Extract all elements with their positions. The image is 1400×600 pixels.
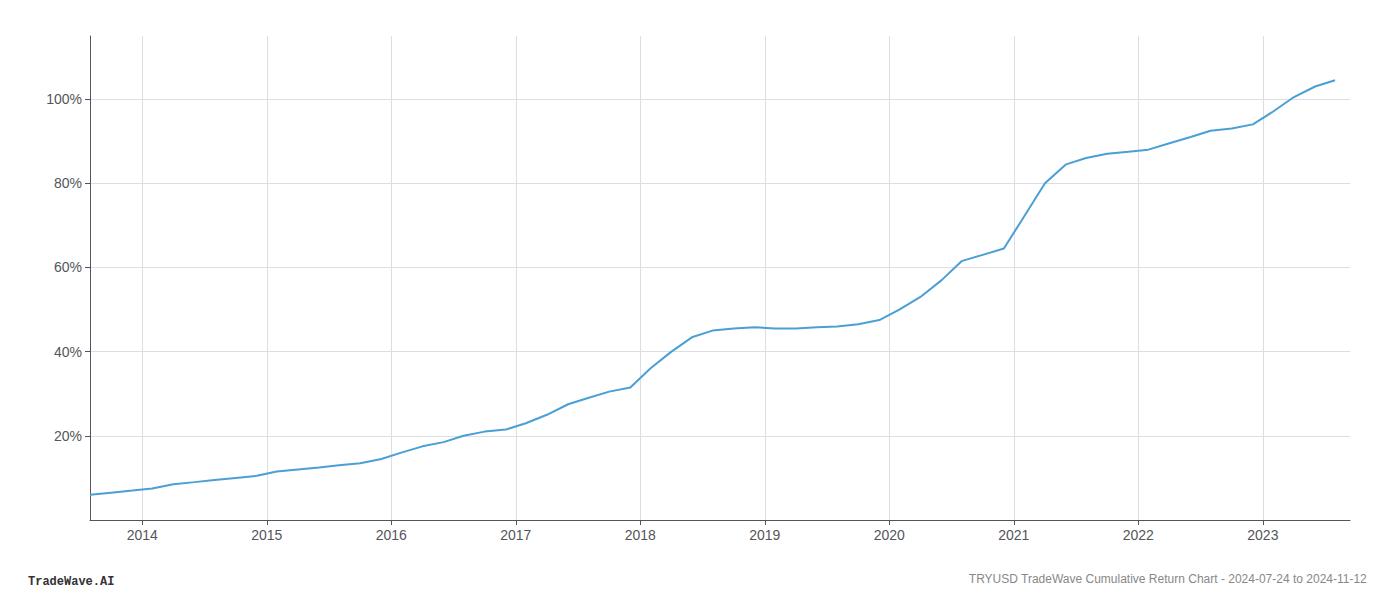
svg-text:TRYUSD TradeWave Cumulative Re: TRYUSD TradeWave Cumulative Return Chart…	[969, 572, 1367, 586]
svg-text:2018: 2018	[625, 527, 656, 543]
svg-text:2023: 2023	[1247, 527, 1278, 543]
svg-text:2014: 2014	[127, 527, 158, 543]
svg-text:2019: 2019	[749, 527, 780, 543]
svg-text:100%: 100%	[46, 91, 82, 107]
svg-text:2015: 2015	[251, 527, 282, 543]
svg-text:2016: 2016	[376, 527, 407, 543]
svg-text:2021: 2021	[998, 527, 1029, 543]
svg-text:40%: 40%	[54, 344, 82, 360]
svg-text:2017: 2017	[500, 527, 531, 543]
svg-text:2020: 2020	[874, 527, 905, 543]
svg-text:60%: 60%	[54, 259, 82, 275]
svg-text:20%: 20%	[54, 428, 82, 444]
svg-text:TradeWave.AI: TradeWave.AI	[28, 575, 114, 589]
svg-text:2022: 2022	[1123, 527, 1154, 543]
svg-text:80%: 80%	[54, 175, 82, 191]
